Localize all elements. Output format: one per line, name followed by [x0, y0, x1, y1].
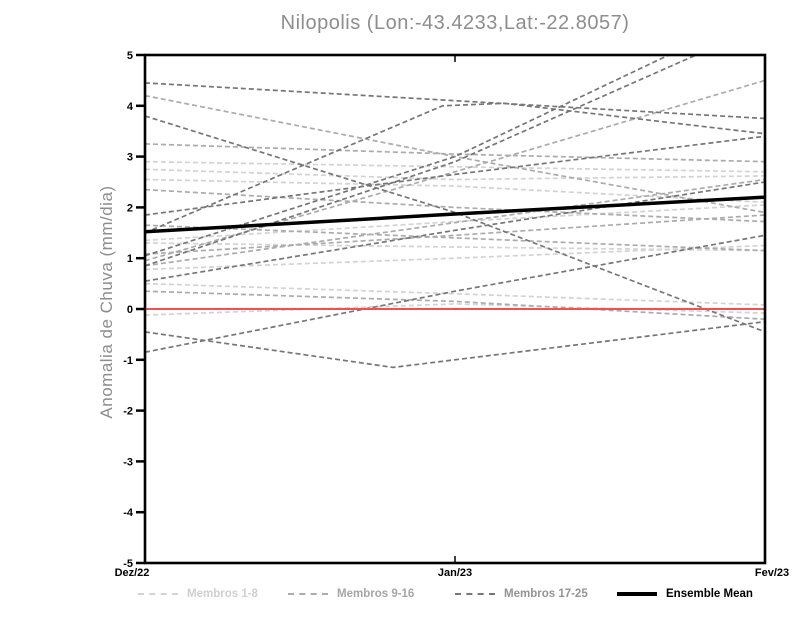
ensemble-member-line — [145, 79, 765, 262]
y-tick-label: -3 — [123, 456, 133, 468]
y-tick-label: -5 — [123, 558, 133, 570]
ensemble-member-line — [145, 224, 765, 252]
chart-title: Nilopolis (Lon:-43.4233,Lat:-22.8057) — [280, 12, 630, 34]
ensemble-member-line — [145, 181, 765, 282]
y-tick-label: 1 — [127, 253, 133, 265]
legend-label: Membros 1-8 — [187, 588, 258, 600]
legend-label: Membros 9-16 — [337, 588, 415, 600]
ensemble-member-line — [145, 178, 765, 267]
y-tick-label: -1 — [123, 355, 133, 367]
ensemble-member-line — [145, 55, 699, 267]
ensemble-member-line — [145, 135, 765, 216]
y-tick-label: -4 — [123, 507, 134, 519]
dashed-line-swatch-icon — [138, 593, 178, 595]
y-tick-label: 0 — [127, 304, 133, 316]
ensemble-member-line — [145, 188, 765, 223]
ensemble-member-line — [145, 242, 765, 252]
ensemble-member-line — [145, 55, 671, 257]
ensemble-member-line — [145, 82, 765, 120]
y-tick-label: 3 — [127, 152, 133, 164]
y-tick-label: 5 — [127, 50, 133, 62]
ensemble-member-line — [145, 102, 765, 234]
x-tick-label: Jan/23 — [438, 567, 472, 579]
legend-item-members-1-8: Membros 1-8 — [138, 586, 258, 602]
ensemble-member-line — [145, 178, 765, 204]
ensemble-mean-line — [145, 195, 765, 234]
x-tick-label: Fev/23 — [755, 567, 789, 579]
dashed-line-swatch-icon — [288, 593, 328, 595]
ensemble-member-line — [145, 244, 765, 271]
solid-line-swatch-icon — [617, 592, 657, 596]
ensemble-member-line — [145, 282, 765, 306]
y-tick-label: 4 — [127, 101, 134, 113]
y-tick-label: -2 — [123, 406, 133, 418]
legend-item-members-17-25: Membros 17-25 — [455, 586, 588, 602]
legend-item-members-9-16: Membros 9-16 — [288, 586, 414, 602]
legend: Membros 1-8 Membros 9-16 Membros 17-25 E… — [0, 586, 800, 606]
y-tick-label: 2 — [127, 202, 133, 214]
ensemble-member-line — [145, 303, 765, 316]
ensemble-member-line — [145, 320, 765, 369]
ensemble-member-line — [145, 168, 765, 181]
ensemble-member-line — [145, 94, 765, 214]
ensemble-member-line — [145, 234, 765, 354]
ensemble-member-line — [145, 160, 765, 173]
ensemble-member-line — [145, 143, 765, 163]
legend-label: Membros 17-25 — [504, 588, 588, 600]
legend-label: Ensemble Mean — [666, 588, 753, 600]
dashed-line-swatch-icon — [455, 593, 495, 595]
x-tick-label: Dez/22 — [115, 567, 150, 579]
legend-item-ensemble-mean: Ensemble Mean — [617, 586, 753, 602]
